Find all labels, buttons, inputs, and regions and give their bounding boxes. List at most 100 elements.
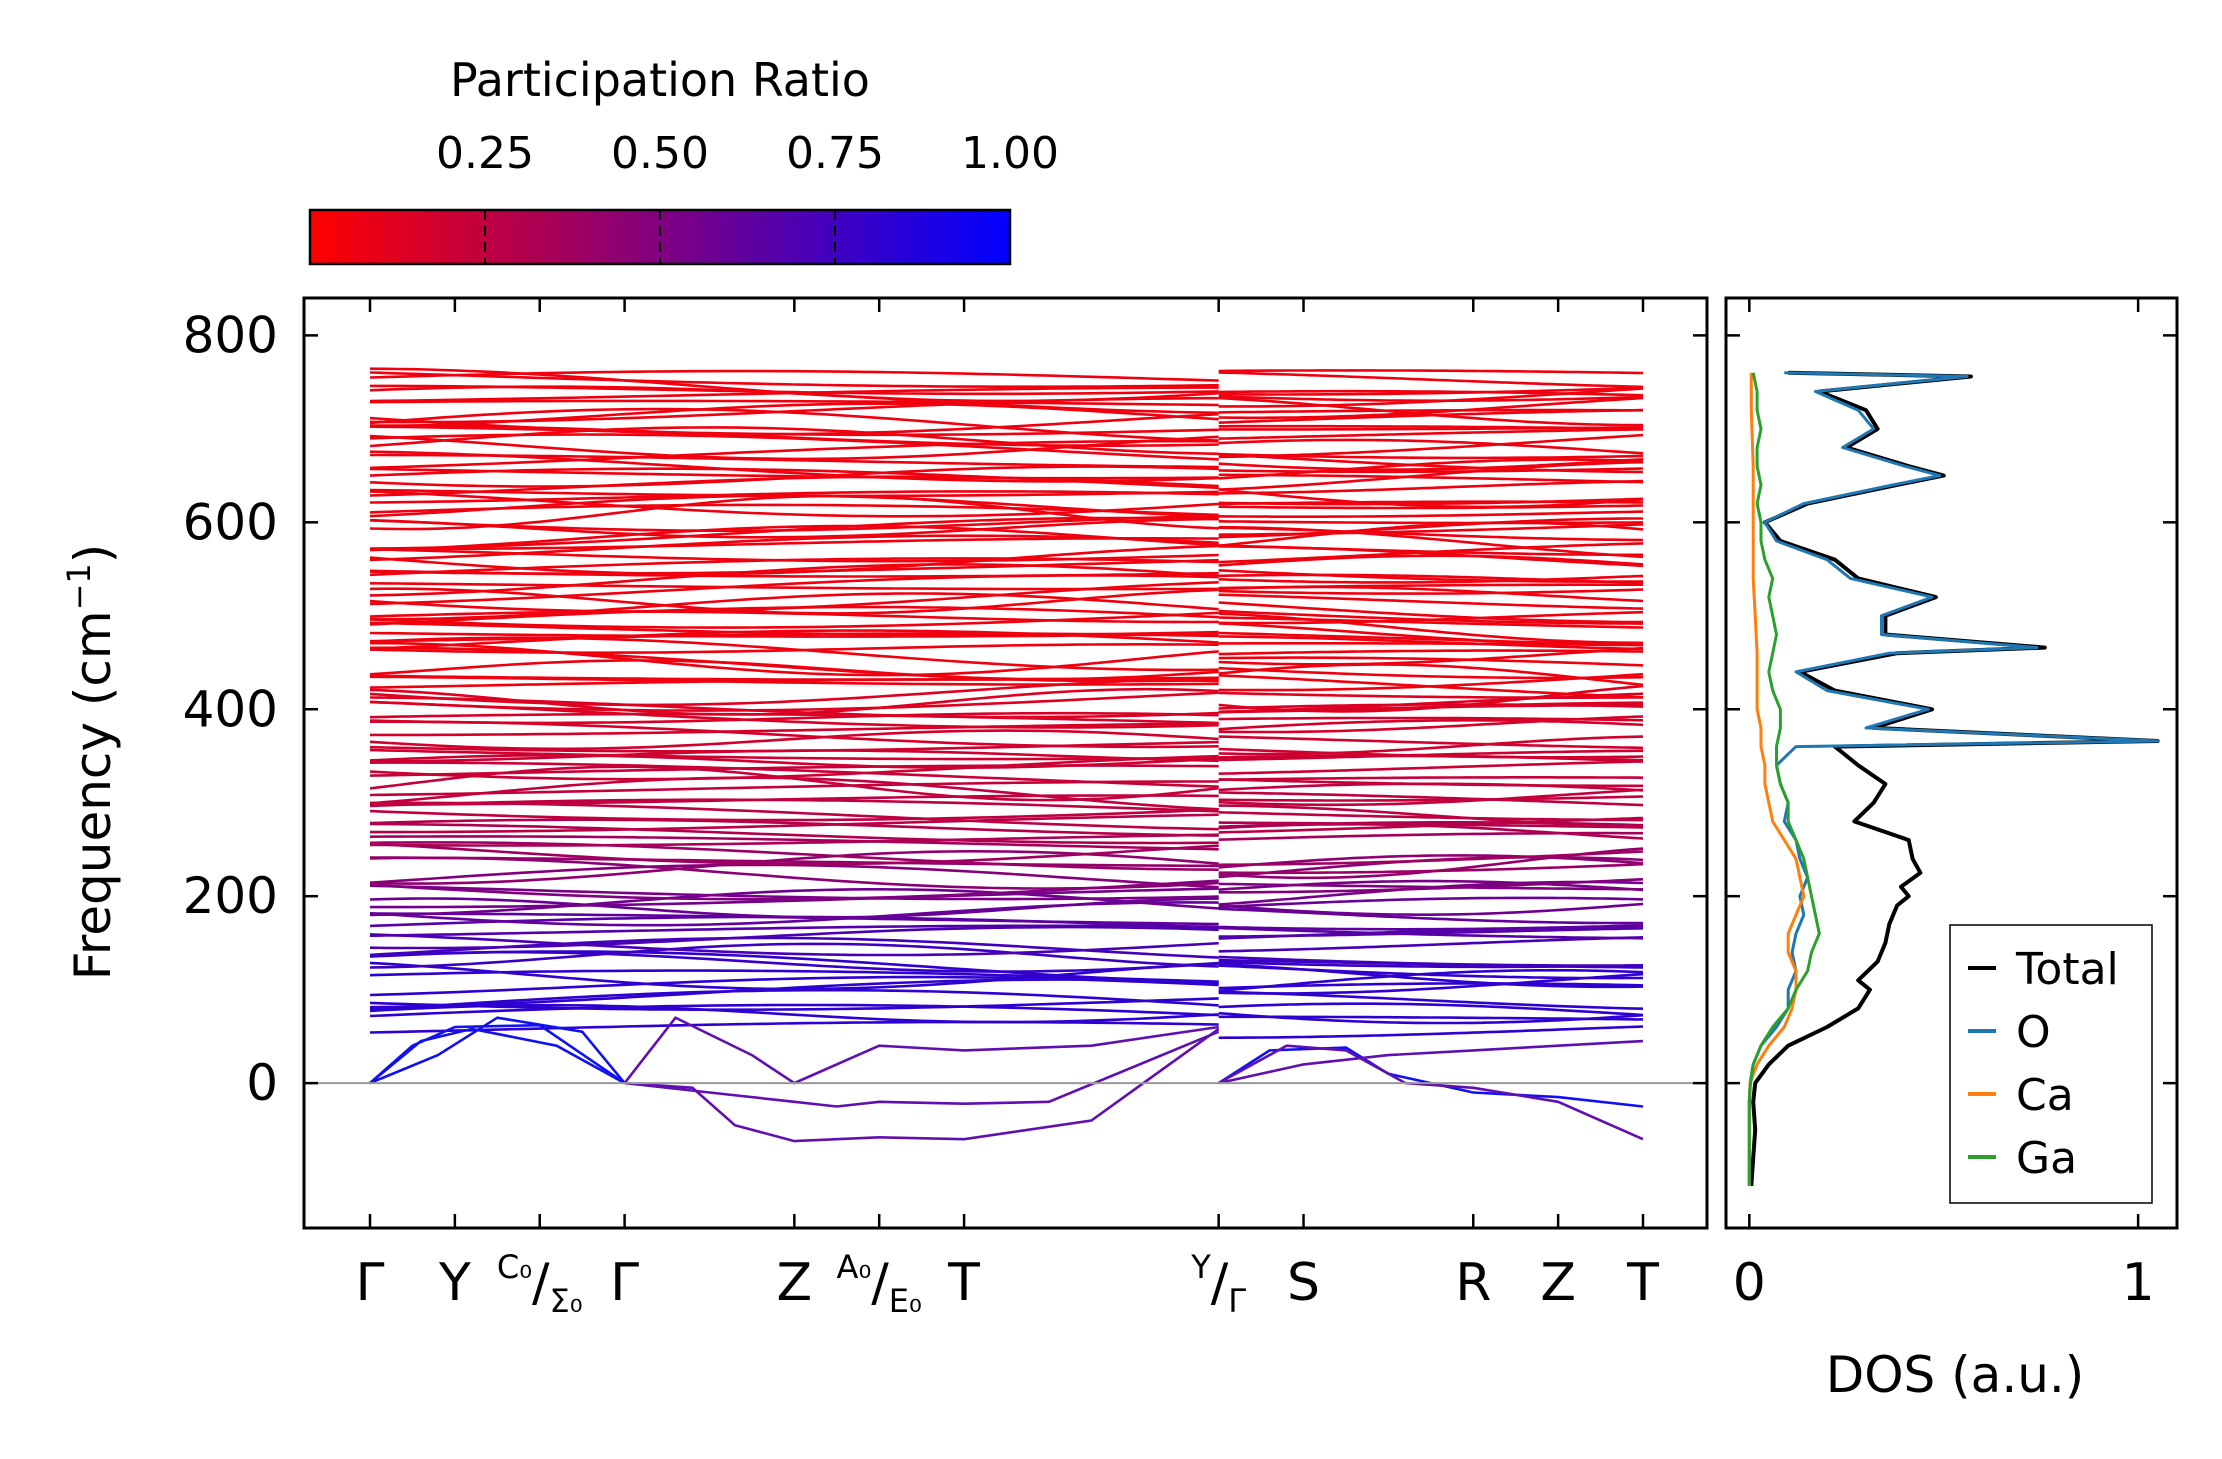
phonon-band <box>369 621 1219 637</box>
phonon-band <box>369 761 1219 788</box>
phonon-band <box>369 1003 1219 1018</box>
phonon-band <box>369 841 1219 871</box>
phonon-band <box>369 399 1219 407</box>
phonon-band <box>1218 955 1643 967</box>
band-plot-frame <box>302 296 1709 1230</box>
phonon-band <box>1218 386 1644 396</box>
phonon-band <box>1218 902 1644 916</box>
kpoint-label: T <box>1626 1253 1659 1313</box>
kpoint-label: S <box>1287 1253 1320 1313</box>
phonon-band <box>1218 896 1644 909</box>
phonon-band <box>1218 520 1643 525</box>
phonon-band <box>370 794 1219 806</box>
dos-curve-ga <box>1747 372 1821 1186</box>
colorbar-tick-label: 0.50 <box>611 128 709 179</box>
phonon-band <box>1218 396 1643 427</box>
kpoint-label: Y/Γ <box>1190 1248 1246 1320</box>
phonon-band <box>369 833 1219 847</box>
phonon-band <box>369 822 1219 845</box>
y-tick-label: 200 <box>183 867 278 925</box>
phonon-band <box>1218 854 1644 869</box>
phonon-band <box>369 835 1219 851</box>
phonon-band <box>1218 622 1643 646</box>
phonon-band <box>1218 523 1644 536</box>
phonon-band <box>1218 649 1644 656</box>
colorbar-tick-label: 1.00 <box>961 128 1059 179</box>
phonon-band <box>369 524 1219 552</box>
acoustic-band <box>1217 1046 1644 1108</box>
phonon-band <box>1218 850 1644 867</box>
legend-label: Ca <box>2016 1070 2074 1121</box>
phonon-band <box>1218 428 1644 440</box>
phonon-band <box>369 582 1219 591</box>
phonon-band <box>1218 616 1644 629</box>
phonon-band <box>369 426 1219 456</box>
phonon-band <box>369 412 1219 436</box>
phonon-band <box>369 611 1219 629</box>
phonon-band <box>1218 408 1643 414</box>
kpoint-label: Γ <box>610 1253 639 1313</box>
phonon-band <box>369 467 1219 480</box>
phonon-band <box>1218 882 1643 891</box>
phonon-band <box>370 646 1219 683</box>
phonon-band <box>369 729 1219 751</box>
colorbar-tick-label: 0.25 <box>436 128 534 179</box>
phonon-band <box>369 711 1219 725</box>
phonon-band <box>1218 479 1644 495</box>
phonon-band <box>1218 778 1643 788</box>
dos-y-axis-ticks <box>1726 334 2177 1085</box>
phonon-band <box>369 961 1219 991</box>
phonon-band <box>369 439 1219 470</box>
phonon-band <box>1218 453 1644 474</box>
dos-plot-frame <box>1724 296 2179 1230</box>
phonon-band <box>369 748 1219 761</box>
phonon-band <box>1218 1011 1644 1025</box>
legend-label: Total <box>2015 944 2119 995</box>
y-tick-label: 800 <box>183 306 278 364</box>
dos-legend: Total O Ca Ga <box>1949 924 2153 1204</box>
phonon-band <box>1218 907 1643 925</box>
phonon-band <box>1218 497 1644 506</box>
phonon-band <box>1218 635 1644 651</box>
phonon-band <box>369 808 1219 822</box>
phonon-band <box>369 1003 1219 1024</box>
colorbar-tick-label: 0.75 <box>786 128 884 179</box>
phonon-band <box>1218 601 1643 624</box>
dos-curve-ca <box>1747 372 1806 1186</box>
phonon-band <box>369 643 1219 654</box>
phonon-band <box>1218 593 1644 610</box>
acoustic-band <box>1218 1039 1644 1085</box>
acoustic-band <box>1218 1044 1644 1141</box>
phonon-band <box>1218 666 1644 680</box>
kpoint-label: Z <box>777 1253 813 1313</box>
y-tick-label: 400 <box>183 680 278 738</box>
phonon-band <box>1218 396 1644 420</box>
phonon-band <box>369 371 1219 388</box>
phonon-band <box>370 813 1219 834</box>
phonon-band <box>1218 804 1644 829</box>
phonon-band <box>369 488 1219 498</box>
phonon-band <box>1218 646 1644 666</box>
phonon-band <box>1218 760 1644 775</box>
phonon-bands <box>369 367 1644 1143</box>
phonon-band <box>1218 735 1644 756</box>
phonon-band <box>1218 788 1644 807</box>
acoustic-band <box>369 1016 626 1085</box>
band-kpoint-ticks: Γ Y C₀/Σ₀ Γ Z A₀/E₀ T Y/Γ S R Z T <box>356 298 1659 1320</box>
phonon-band <box>1218 458 1644 471</box>
phonon-band <box>369 490 1219 504</box>
phonon-band <box>369 754 1219 770</box>
phonon-band <box>1218 369 1644 375</box>
phonon-band <box>1218 426 1644 431</box>
phonon-band <box>369 997 1219 1011</box>
phonon-band <box>1218 395 1644 402</box>
phonon-band <box>1218 747 1644 759</box>
phonon-band <box>1218 982 1644 990</box>
phonon-band <box>369 563 1219 597</box>
colorbar-ticks: 0.25 0.50 0.75 1.00 <box>436 128 1059 264</box>
phonon-band <box>369 369 1219 382</box>
phonon-band <box>1218 719 1644 731</box>
phonon-band <box>1218 574 1644 584</box>
